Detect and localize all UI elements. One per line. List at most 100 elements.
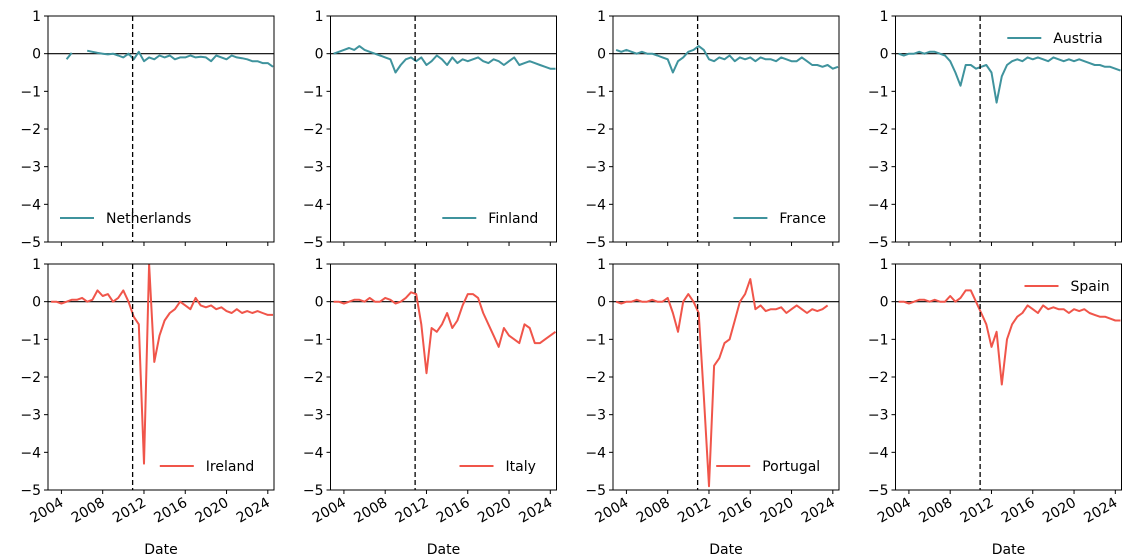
- x-axis-label: Date: [427, 542, 460, 556]
- y-tick-label: −4: [303, 197, 324, 213]
- y-tick-label: 0: [597, 295, 606, 311]
- y-tick-label: −5: [303, 483, 324, 499]
- series-line: [615, 278, 829, 488]
- y-tick-label: −5: [20, 235, 41, 251]
- x-tick-label: 2016: [999, 495, 1038, 527]
- y-tick-label: 1: [880, 9, 889, 25]
- y-tick-label: −3: [20, 408, 41, 424]
- x-tick-label: 2012: [110, 495, 149, 527]
- series-line: [898, 289, 1121, 386]
- y-tick-label: −1: [585, 84, 606, 100]
- y-tick-label: −3: [20, 160, 41, 176]
- y-tick-label: −1: [20, 332, 41, 348]
- legend-label: Ireland: [206, 459, 254, 475]
- x-tick-label: 2016: [151, 495, 190, 527]
- y-tick-label: −4: [868, 445, 889, 461]
- y-tick-label: 0: [315, 295, 324, 311]
- x-axis-label: Date: [709, 542, 742, 556]
- y-tick-label: 1: [315, 9, 324, 25]
- y-tick-label: 1: [32, 257, 41, 273]
- x-axis-label: Date: [144, 542, 177, 556]
- y-tick-label: −5: [20, 483, 41, 499]
- frame: [612, 263, 840, 491]
- legend-label: Austria: [1053, 31, 1102, 47]
- y-tick-label: −2: [20, 122, 41, 138]
- series-line: [333, 291, 557, 375]
- y-tick-label: 1: [315, 257, 324, 273]
- x-axis-label: Date: [992, 542, 1025, 556]
- y-tick-label: 1: [880, 257, 889, 273]
- x-tick-label: 2004: [593, 495, 632, 527]
- y-tick-label: 1: [597, 257, 606, 273]
- y-tick-label: −4: [868, 197, 889, 213]
- x-tick-label: 2020: [475, 495, 514, 527]
- y-tick-label: −3: [868, 408, 889, 424]
- y-tick-label: 0: [32, 47, 41, 63]
- y-tick-label: −5: [585, 483, 606, 499]
- frame: [330, 263, 557, 491]
- y-tick-label: −1: [868, 84, 889, 100]
- y-tick-label: −2: [303, 370, 324, 386]
- y-tick-label: −2: [868, 370, 889, 386]
- x-tick-label: 2008: [916, 495, 955, 527]
- y-tick-label: −2: [585, 122, 606, 138]
- legend-label: France: [779, 211, 826, 227]
- y-tick-label: −1: [303, 332, 324, 348]
- x-tick-label: 2008: [351, 495, 390, 527]
- y-tick-label: −4: [585, 197, 606, 213]
- x-tick-label: 2012: [675, 495, 714, 527]
- series-line: [51, 264, 273, 465]
- x-tick-label: 2008: [69, 495, 108, 527]
- legend-label: Italy: [506, 459, 536, 475]
- y-tick-label: −4: [303, 445, 324, 461]
- y-tick-label: −5: [585, 235, 606, 251]
- y-tick-label: −2: [585, 370, 606, 386]
- frame: [612, 15, 840, 243]
- legend-label: Portugal: [762, 459, 820, 475]
- x-tick-label: 2012: [958, 495, 997, 527]
- y-tick-label: −4: [20, 197, 41, 213]
- y-tick-label: 1: [597, 9, 606, 25]
- frame: [895, 263, 1122, 491]
- y-tick-label: −3: [303, 160, 324, 176]
- y-tick-label: −3: [868, 160, 889, 176]
- y-tick-label: 0: [315, 47, 324, 63]
- y-tick-label: −4: [585, 445, 606, 461]
- y-tick-label: 1: [32, 9, 41, 25]
- legend-label: Spain: [1071, 279, 1110, 295]
- x-tick-label: 2024: [516, 495, 555, 527]
- y-tick-label: −5: [303, 235, 324, 251]
- x-tick-label: 2020: [758, 495, 797, 527]
- y-tick-label: −4: [20, 445, 41, 461]
- y-tick-label: −3: [585, 408, 606, 424]
- y-tick-label: −2: [303, 122, 324, 138]
- y-tick-label: −2: [868, 122, 889, 138]
- y-tick-label: −1: [585, 332, 606, 348]
- series-line: [615, 45, 839, 74]
- legend-label: Finland: [488, 211, 538, 227]
- x-tick-label: 2004: [310, 495, 349, 527]
- y-tick-label: −2: [20, 370, 41, 386]
- x-tick-label: 2016: [716, 495, 755, 527]
- x-tick-label: 2004: [875, 495, 914, 527]
- y-tick-label: 0: [32, 295, 41, 311]
- legend-label: Netherlands: [106, 211, 191, 227]
- y-tick-label: −5: [868, 235, 889, 251]
- y-tick-label: 0: [597, 47, 606, 63]
- x-tick-label: 2020: [193, 495, 232, 527]
- y-tick-label: −1: [868, 332, 889, 348]
- y-tick-label: 0: [880, 47, 889, 63]
- y-tick-label: −3: [303, 408, 324, 424]
- series-line: [333, 45, 556, 74]
- series-line: [65, 49, 274, 68]
- x-tick-label: 2024: [234, 495, 273, 527]
- x-tick-label: 2020: [1040, 495, 1079, 527]
- y-tick-label: −3: [585, 160, 606, 176]
- series-line: [898, 50, 1121, 104]
- frame: [47, 15, 275, 243]
- x-tick-label: 2024: [799, 495, 838, 527]
- frame: [895, 15, 1122, 243]
- x-tick-label: 2012: [393, 495, 432, 527]
- x-tick-label: 2016: [434, 495, 473, 527]
